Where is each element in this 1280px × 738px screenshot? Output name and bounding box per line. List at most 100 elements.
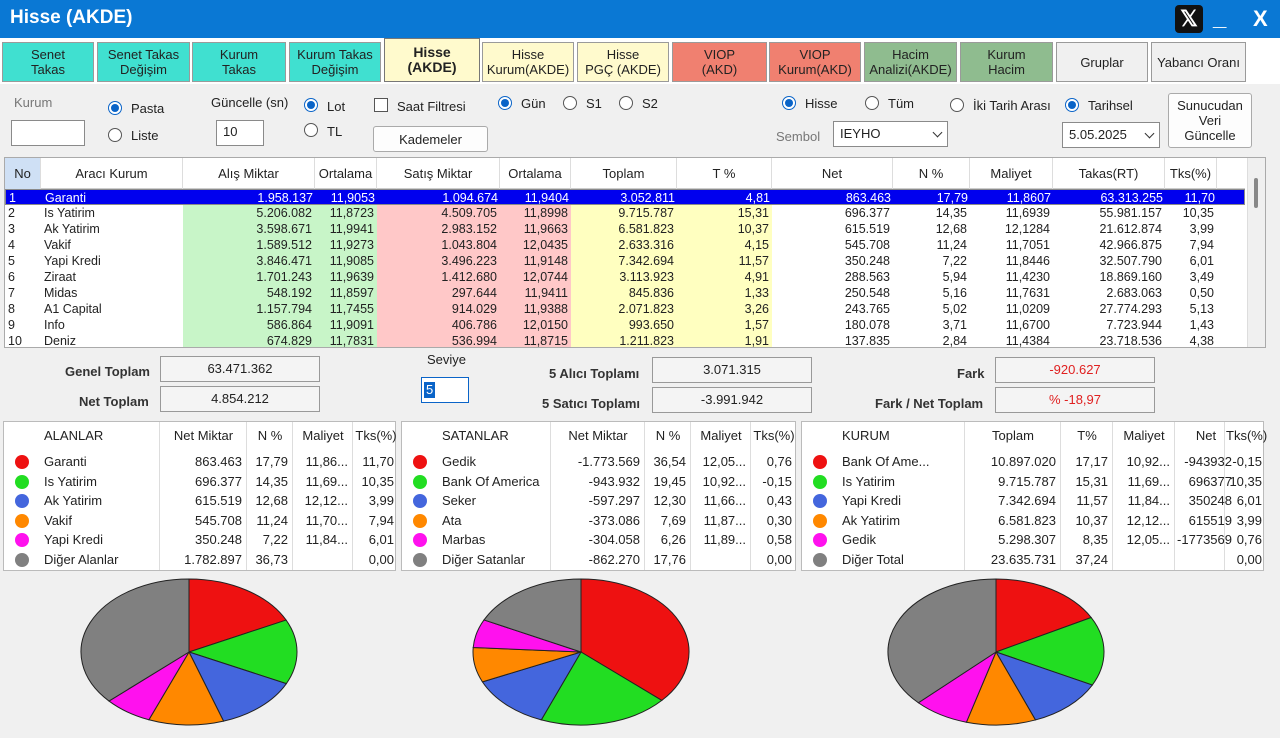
alanlar-row[interactable]: Ak Yatirim 615.519 12,68 12,12... 3,99 <box>4 491 395 511</box>
tab-11[interactable]: Kurum Hacim <box>960 42 1053 82</box>
kurum-row[interactable]: Bank Of Ame... 10.897.020 17,17 10,92... -94… <box>802 452 1263 472</box>
grid-row[interactable]: 4 Vakif 1.589.512 11,9273 1.043.804 12,0435 2.… <box>5 237 1245 253</box>
pasta-radio[interactable] <box>108 101 122 115</box>
guncelle-label: Güncelle (sn) <box>211 95 289 110</box>
kurum-cell: 11,84... <box>1127 493 1170 509</box>
tab-1[interactable]: Senet Takas <box>2 42 94 82</box>
kurum-input[interactable] <box>11 120 85 146</box>
legend-dot-icon <box>813 553 827 567</box>
tab-2[interactable]: Senet Takas Değişim <box>97 42 190 82</box>
title-bar: Hisse (AKDE) 𝕏 _ X <box>0 0 1280 38</box>
grid-col-header[interactable]: Maliyet <box>970 158 1053 189</box>
grid-row[interactable]: 2 Is Yatirim 5.206.082 11,8723 4.509.705 11,8… <box>5 205 1245 221</box>
tab-12[interactable]: Gruplar <box>1056 42 1148 82</box>
date-select[interactable]: 5.05.2025 <box>1062 122 1160 148</box>
grid-row[interactable]: 1 Garanti 1.958.137 11,9053 1.094.674 11,9404… <box>5 189 1245 205</box>
grid-cell: 3,49 <box>1189 270 1214 284</box>
tl-radio[interactable] <box>304 123 318 137</box>
x-logo-icon[interactable]: 𝕏 <box>1175 5 1203 33</box>
lot-radio[interactable] <box>304 98 318 112</box>
kurum-row[interactable]: Ak Yatirim 6.581.823 10,37 12,12... 615519 3,… <box>802 511 1263 531</box>
kurum-col-header: Tks(%) <box>1226 428 1268 443</box>
seviye-value: 5 <box>424 382 436 398</box>
grid-col-header[interactable]: Ortalama <box>315 158 377 189</box>
alanlar-row[interactable]: Diğer Alanlar 1.782.897 36,73 0,00 <box>4 550 395 570</box>
alanlar-row[interactable]: Garanti 863.463 17,79 11,86... 11,70 <box>4 452 395 472</box>
tab-4[interactable]: Kurum Takas Değişim <box>289 42 381 82</box>
satanlar-row[interactable]: Marbas -304.058 6,26 11,89... 0,58 <box>402 530 795 550</box>
sunucudan-guncelle-button[interactable]: Sunucudan Veri Güncelle <box>1168 93 1252 148</box>
tum-radio[interactable] <box>865 96 879 110</box>
alanlar-row[interactable]: Yapi Kredi 350.248 7,22 11,84... 6,01 <box>4 530 395 550</box>
pie-slice <box>483 578 582 653</box>
kurum-row[interactable]: Diğer Total 23.635.731 37,24 0,00 <box>802 550 1263 570</box>
grid-row[interactable]: 3 Ak Yatirim 3.598.671 11,9941 2.983.152 11,9… <box>5 221 1245 237</box>
minimize-button[interactable]: _ <box>1213 4 1227 31</box>
sembol-select[interactable]: IEYHO <box>833 121 948 147</box>
grid-col-header[interactable]: N % <box>893 158 970 189</box>
satanlar-row[interactable]: Gedik -1.773.569 36,54 12,05... 0,76 <box>402 452 795 472</box>
liste-radio[interactable] <box>108 128 122 142</box>
tab-5[interactable]: Hisse (AKDE) <box>384 38 480 82</box>
alanlar-cell: 36,73 <box>255 552 288 567</box>
tab-7[interactable]: Hisse PGÇ (AKDE) <box>577 42 669 82</box>
grid-col-header[interactable]: Takas(RT) <box>1053 158 1165 189</box>
kurum-row[interactable]: Yapi Kredi 7.342.694 11,57 11,84... 350248 6,… <box>802 491 1263 511</box>
s1-radio[interactable] <box>563 96 577 110</box>
alanlar-row[interactable]: Is Yatirim 696.377 14,35 11,69... 10,35 <box>4 472 395 492</box>
alanlar-cell: 863.463 <box>195 454 242 469</box>
tarihsel-radio[interactable] <box>1065 98 1079 112</box>
tab-8[interactable]: VIOP (AKD) <box>672 42 767 82</box>
satanlar-row[interactable]: Bank Of America -943.932 19,45 10,92... -0,1… <box>402 472 795 492</box>
kurum-row[interactable]: Gedik 5.298.307 8,35 12,05... -1773569 0,76 <box>802 530 1263 550</box>
grid-col-header[interactable]: Alış Miktar <box>183 158 315 189</box>
close-button[interactable]: X <box>1253 6 1268 31</box>
grid-cell: 5.206.082 <box>183 205 315 221</box>
grid-cell: 12,68 <box>935 222 967 236</box>
s2-radio[interactable] <box>619 96 633 110</box>
hisse-radio[interactable] <box>782 96 796 110</box>
grid-col-header[interactable]: T % <box>677 158 772 189</box>
guncelle-input[interactable]: 10 <box>216 120 264 146</box>
alanlar-row[interactable]: Vakif 545.708 11,24 11,70... 7,94 <box>4 511 395 531</box>
column-divider <box>352 422 353 570</box>
grid-row[interactable]: 7 Midas 548.192 11,8597 297.644 11,9411 845.83… <box>5 285 1245 301</box>
grid-row[interactable]: 10 Deniz 674.829 11,7831 536.994 11,8715 1.211… <box>5 333 1245 347</box>
satanlar-row[interactable]: Ata -373.086 7,69 11,87... 0,30 <box>402 511 795 531</box>
tab-6[interactable]: Hisse Kurum(AKDE) <box>482 42 574 82</box>
grid-col-header[interactable]: Aracı Kurum <box>41 158 183 189</box>
legend-dot-icon <box>15 474 29 489</box>
grid-row[interactable]: 5 Yapi Kredi 3.846.471 11,9085 3.496.223 11,9… <box>5 253 1245 269</box>
iki-tarih-radio[interactable] <box>950 98 964 112</box>
tab-3[interactable]: Kurum Takas <box>192 42 286 82</box>
tab-10[interactable]: Hacim Analizi(AKDE) <box>864 42 957 82</box>
grid-cell: 536.994 <box>377 333 500 347</box>
seviye-input[interactable]: 5 <box>421 377 469 403</box>
satanlar-cell: -862.270 <box>588 552 640 567</box>
grid-row[interactable]: 9 Info 586.864 11,9091 406.786 12,0150 993.650… <box>5 317 1245 333</box>
grid-row[interactable]: 6 Ziraat 1.701.243 11,9639 1.412.680 12,0744 3… <box>5 269 1245 285</box>
grid-col-header[interactable]: Net <box>772 158 893 189</box>
pie-slice <box>994 651 1094 721</box>
saat-filtresi-checkbox[interactable] <box>374 98 388 112</box>
alanlar-pie-chart <box>80 578 298 726</box>
kurum-row[interactable]: Is Yatirim 9.715.787 15,31 11,69... 696377 10… <box>802 472 1263 492</box>
kademeler-button[interactable]: Kademeler <box>373 126 488 152</box>
vertical-scrollbar[interactable] <box>1247 158 1265 347</box>
satanlar-row[interactable]: Seker -597.297 12,30 11,66... 0,43 <box>402 491 795 511</box>
grid-col-header[interactable]: Toplam <box>571 158 677 189</box>
grid-col-header[interactable]: No <box>5 158 41 189</box>
grid-row[interactable]: 8 A1 Capital 1.157.794 11,7455 914.029 11,938… <box>5 301 1245 317</box>
grid-cell: 11,9053 <box>330 191 375 205</box>
tab-9[interactable]: VIOP Kurum(AKD) <box>769 42 861 82</box>
scrollbar-thumb[interactable] <box>1254 178 1258 208</box>
grid-col-header[interactable]: Tks(%) <box>1165 158 1217 189</box>
grid-col-header[interactable]: Ortalama <box>500 158 571 189</box>
alanlar-col-header: Maliyet <box>302 428 344 443</box>
kurum-cell: -0,15 <box>1232 454 1262 469</box>
grid-cell: 32.507.790 <box>1099 254 1162 268</box>
satanlar-row[interactable]: Diğer Satanlar -862.270 17,76 0,00 <box>402 550 795 570</box>
tab-13[interactable]: Yabancı Oranı <box>1151 42 1246 82</box>
gun-radio[interactable] <box>498 96 512 110</box>
grid-col-header[interactable]: Satış Miktar <box>377 158 500 189</box>
